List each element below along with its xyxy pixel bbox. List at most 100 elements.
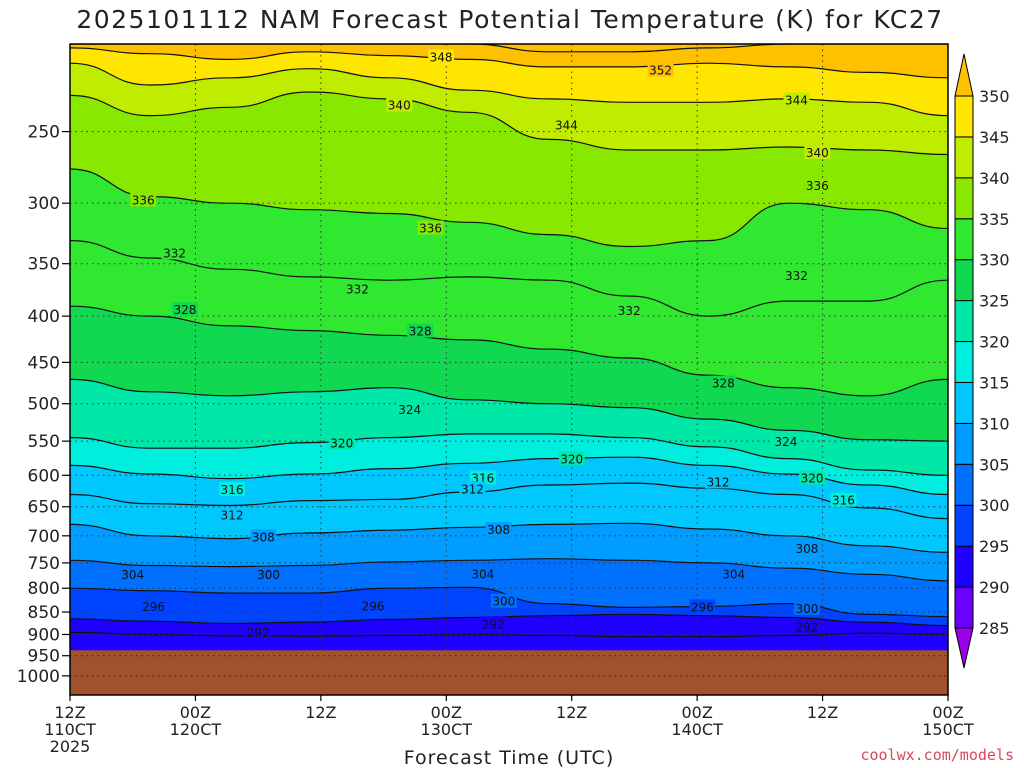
contour-label: 320: [801, 472, 824, 486]
colorbar-label: 305: [979, 455, 1010, 474]
contour-label: 332: [618, 304, 641, 318]
contour-label: 300: [795, 602, 818, 616]
y-tick-label: 350: [28, 255, 60, 275]
contour-label-bg: [250, 529, 277, 544]
x-axis-label: Forecast Time (UTC): [404, 747, 614, 768]
contour-line-332: [70, 240, 948, 317]
colorbar-segment: [954, 259, 974, 302]
colorbar-segment: [954, 177, 974, 220]
contour-label-bg: [245, 625, 272, 640]
contour-label: 328: [712, 377, 735, 391]
colorbar-label: 320: [979, 333, 1010, 352]
contour-label-bg: [219, 507, 246, 522]
contour-label: 340: [388, 99, 411, 113]
contour-label: 332: [163, 246, 186, 260]
contour-label-bg: [553, 117, 580, 132]
y-tick-label: 400: [28, 307, 60, 327]
y-tick-label: 250: [28, 123, 60, 143]
y-tick-label: 1000: [17, 667, 60, 687]
x-tick-label: 110CT: [44, 720, 96, 739]
contour-label-bg: [558, 451, 585, 466]
x-tick-label: 130CT: [421, 720, 473, 739]
contour-label: 300: [492, 595, 515, 609]
contour-line-328: [70, 305, 948, 397]
contour-label-bg: [417, 220, 444, 235]
contour-label-bg: [328, 435, 355, 450]
contour-label: 304: [121, 568, 144, 582]
contour-label-bg: [396, 401, 423, 416]
contour-label: 324: [775, 435, 798, 449]
x-tick-label: 120CT: [170, 720, 222, 739]
contour-label-bg: [772, 433, 799, 448]
contour-line-352: [70, 44, 948, 53]
contour-label-bg: [407, 323, 434, 338]
y-tick-label: 950: [28, 647, 60, 667]
ground-below-surface: [70, 650, 948, 695]
contour-label: 340: [806, 146, 829, 160]
x-tick-label: 00Z: [180, 703, 211, 722]
contour-label-bg: [793, 541, 820, 556]
contour-label-bg: [485, 522, 512, 537]
contour-label: 336: [419, 222, 442, 236]
colorbar-segment: [954, 463, 974, 506]
colorbar-segment: [954, 136, 974, 179]
x-tick-label: 00Z: [681, 703, 712, 722]
colorbar-lower-triangle: [954, 627, 974, 669]
contour-label: 308: [487, 523, 510, 537]
y-tick-label: 550: [28, 432, 60, 452]
contour-label: 316: [221, 483, 244, 497]
y-tick-label: 800: [28, 579, 60, 599]
contour-label: 308: [795, 542, 818, 556]
contour-label-bg: [171, 302, 198, 317]
colorbar-segment: [954, 381, 974, 424]
contour-label-bg: [255, 566, 282, 581]
contour-label-bg: [710, 375, 737, 390]
plot-area: 348 352 344 340 344 340 336 336 336 332 332 332 328 3…: [70, 44, 948, 695]
contour-label: 328: [409, 325, 432, 339]
contour-label-bg: [459, 481, 486, 496]
contour-label: 304: [471, 567, 494, 581]
contour-line-296: [70, 613, 948, 627]
x-tick-label: 150CT: [922, 720, 974, 739]
contour-label: 296: [142, 600, 165, 614]
contour-label-bg: [793, 619, 820, 634]
y-tick-label: 650: [28, 498, 60, 518]
contour-label: 308: [252, 530, 275, 544]
contour-label-bg: [783, 92, 810, 107]
y-tick-label: 600: [28, 466, 60, 486]
y-tick-label: 700: [28, 527, 60, 547]
contour-label: 324: [398, 403, 421, 417]
contour-label-bg: [799, 470, 826, 485]
contour-label-bg: [830, 492, 857, 507]
contour-label-bg: [689, 599, 716, 614]
x-tick-label: 12Z: [807, 703, 838, 722]
colorbar-label: 345: [979, 128, 1010, 147]
contour-label: 292: [795, 620, 818, 634]
colorbar-segment: [954, 300, 974, 343]
y-tick-label: 500: [28, 395, 60, 415]
contour-label: 348: [430, 51, 453, 65]
colorbar-label: 325: [979, 292, 1010, 311]
contour-line-340: [70, 91, 948, 156]
colorbar-segment: [954, 95, 974, 138]
colorbar-label: 315: [979, 373, 1010, 392]
contour-label: 296: [691, 600, 714, 614]
contour-label-bg: [119, 566, 146, 581]
colorbar-label: 350: [979, 87, 1010, 106]
contour-label-bg: [219, 482, 246, 497]
contour-label: 344: [785, 94, 808, 108]
contour-line-312: [70, 482, 948, 520]
contour-label: 332: [346, 283, 369, 297]
contour-label-bg: [490, 593, 517, 608]
colorbar-upper-triangle: [954, 53, 974, 97]
contour-label: 336: [132, 194, 155, 208]
contour-label-bg: [720, 566, 747, 581]
contour-label: 292: [247, 626, 270, 640]
x-tick-label: 2025: [50, 737, 91, 756]
contour-label-bg: [469, 470, 496, 485]
colorbar-segment: [954, 218, 974, 261]
x-tick-label: 12Z: [305, 703, 336, 722]
contour-line-304: [70, 558, 948, 582]
x-tick-label: 140CT: [671, 720, 723, 739]
